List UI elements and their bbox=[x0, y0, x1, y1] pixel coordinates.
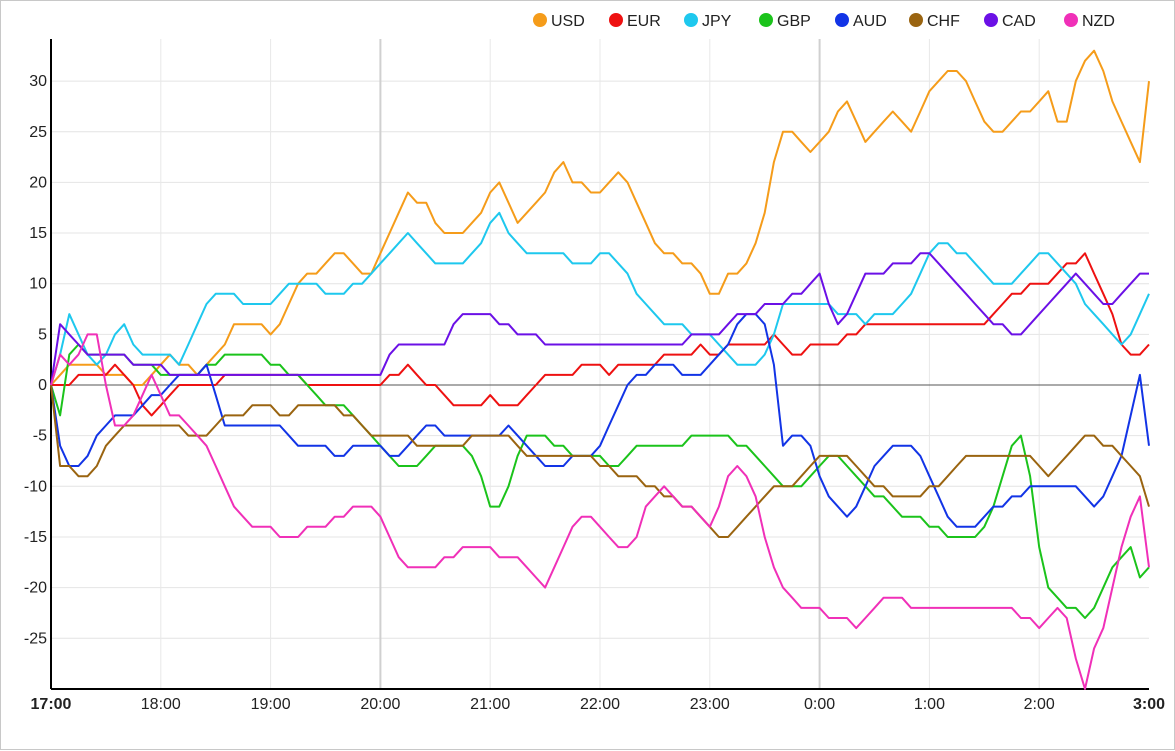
y-tick-label: 20 bbox=[29, 174, 47, 191]
x-tick-label: 17:00 bbox=[31, 696, 72, 713]
x-tick-label: 1:00 bbox=[914, 696, 945, 713]
legend-swatch bbox=[609, 13, 623, 27]
series-line-cad bbox=[50, 252, 1149, 386]
x-tick-label: 2:00 bbox=[1024, 696, 1055, 713]
legend-item-chf[interactable]: CHF bbox=[909, 13, 960, 30]
y-tick-label: 0 bbox=[38, 377, 47, 394]
legend-swatch bbox=[684, 13, 698, 27]
x-tick-label: 3:00 bbox=[1133, 696, 1165, 713]
series-line-nzd bbox=[50, 333, 1150, 690]
legend-label: USD bbox=[551, 13, 585, 30]
legend-label: GBP bbox=[777, 13, 811, 30]
y-tick-label: 10 bbox=[29, 276, 47, 293]
legend: USD EUR JPY GBP AUD CHF CAD NZD bbox=[533, 13, 1115, 30]
x-tick-label: 18:00 bbox=[141, 696, 181, 713]
y-tick-label: 30 bbox=[29, 73, 47, 90]
legend-item-aud[interactable]: AUD bbox=[835, 13, 887, 30]
y-tick-label: 15 bbox=[29, 225, 47, 242]
legend-label: NZD bbox=[1082, 13, 1115, 30]
legend-label: CAD bbox=[1002, 13, 1036, 30]
x-tick-label: 21:00 bbox=[470, 696, 510, 713]
legend-swatch bbox=[759, 13, 773, 27]
x-tick-label: 22:00 bbox=[580, 696, 620, 713]
legend-item-cad[interactable]: CAD bbox=[984, 13, 1036, 30]
legend-label: JPY bbox=[702, 13, 732, 30]
legend-item-jpy[interactable]: JPY bbox=[684, 13, 732, 30]
y-tick-label: -15 bbox=[24, 529, 47, 546]
legend-label: EUR bbox=[627, 13, 661, 30]
y-tick-label: -25 bbox=[24, 630, 47, 647]
series-lines bbox=[50, 49, 1150, 690]
legend-item-eur[interactable]: EUR bbox=[609, 13, 661, 30]
series-line-jpy bbox=[50, 211, 1150, 386]
y-tick-label: 25 bbox=[29, 124, 47, 141]
x-tick-label: 19:00 bbox=[251, 696, 291, 713]
x-tick-label: 20:00 bbox=[360, 696, 400, 713]
legend-swatch bbox=[835, 13, 849, 27]
series-line-usd bbox=[50, 49, 1150, 386]
series-line-gbp bbox=[50, 343, 1150, 619]
legend-label: AUD bbox=[853, 13, 887, 30]
y-tick-label: -5 bbox=[33, 428, 47, 445]
y-tick-label: 5 bbox=[38, 326, 47, 343]
y-tick-label: -10 bbox=[24, 478, 47, 495]
legend-item-nzd[interactable]: NZD bbox=[1064, 13, 1115, 30]
legend-label: CHF bbox=[927, 13, 960, 30]
legend-item-usd[interactable]: USD bbox=[533, 13, 585, 30]
legend-swatch bbox=[1064, 13, 1078, 27]
x-tick-label: 0:00 bbox=[804, 696, 835, 713]
x-tick-label: 23:00 bbox=[690, 696, 730, 713]
series-line-aud bbox=[50, 313, 1150, 528]
legend-item-gbp[interactable]: GBP bbox=[759, 13, 811, 30]
legend-swatch bbox=[984, 13, 998, 27]
legend-swatch bbox=[533, 13, 547, 27]
y-tick-label: -20 bbox=[24, 580, 47, 597]
series-line-chf bbox=[50, 384, 1150, 538]
legend-swatch bbox=[909, 13, 923, 27]
axes: 30 25 20 15 10 5 0 -5 -10 -15 -20 -25 17:00 18:00 19:0… bbox=[24, 39, 1165, 713]
